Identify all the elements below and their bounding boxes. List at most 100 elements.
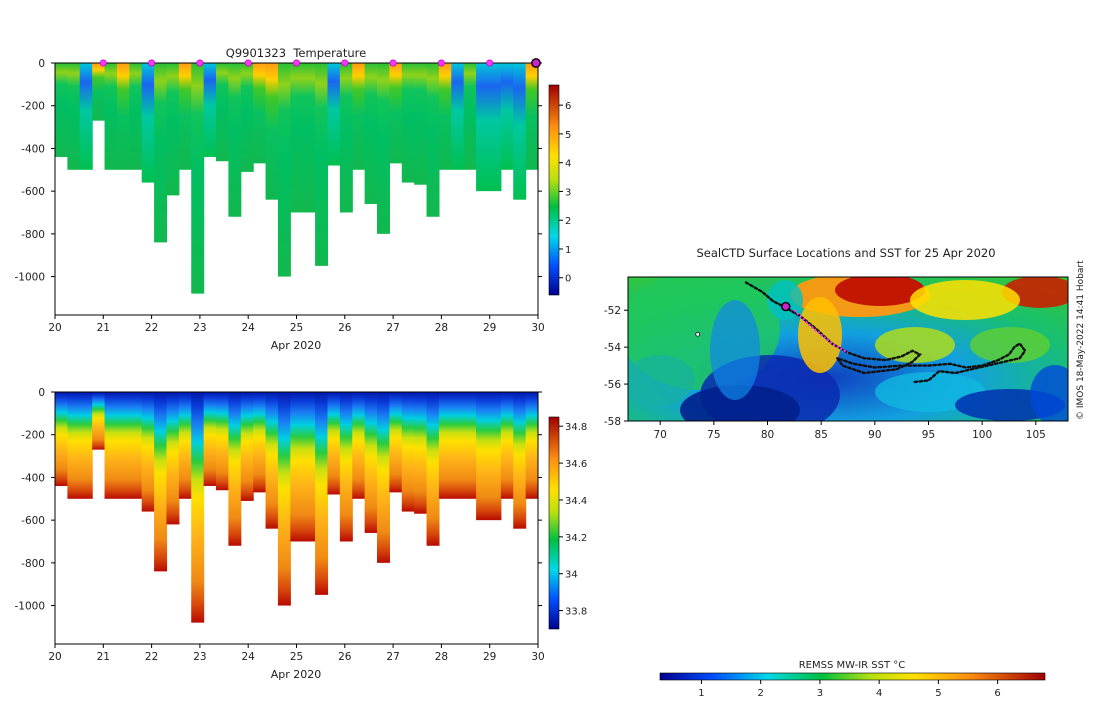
x-tick-label: 25 <box>290 651 303 663</box>
temperature-colorbar-ticks: 0 1 2 3 4 5 6 <box>559 101 571 285</box>
profile-column <box>401 63 415 183</box>
colorbar-tick-label: 34.8 <box>565 422 587 433</box>
lon-tick-label: 75 <box>707 429 720 441</box>
surface-marker <box>196 59 204 67</box>
salinity-y-axis: 0 -200 -400 -600 -800 -1000 <box>14 387 542 613</box>
profile-column <box>476 63 490 192</box>
x-tick-label: 23 <box>193 651 206 663</box>
profile-column <box>55 392 68 486</box>
profile-column <box>104 63 118 170</box>
profile-column <box>240 63 254 172</box>
profile-column <box>166 63 180 196</box>
current-position-marker <box>781 301 791 312</box>
latest-profile-marker <box>531 58 541 68</box>
profile-column <box>191 392 205 623</box>
colorbar-tick-label: 0 <box>565 274 571 285</box>
profile-column <box>525 392 538 499</box>
salinity-x-label: Apr 2020 <box>271 668 322 681</box>
profile-column <box>290 392 304 542</box>
profile-column <box>67 63 81 170</box>
lon-tick-label: 80 <box>761 429 774 441</box>
y-tick-label: -200 <box>21 101 45 113</box>
profile-column <box>377 392 390 563</box>
temperature-x-axis: 20 21 22 23 24 25 26 27 28 29 30 <box>48 315 545 334</box>
lat-tick-label: -56 <box>604 379 621 391</box>
surface-marker <box>292 59 300 67</box>
profile-column <box>253 392 267 493</box>
profile-column <box>228 392 242 546</box>
sst-colorbar-tick-label: 1 <box>698 688 704 699</box>
profile-column <box>141 63 155 183</box>
surface-marker <box>341 59 349 67</box>
profile-column <box>154 63 168 243</box>
x-tick-label: 29 <box>483 651 496 663</box>
profile-column <box>352 63 366 170</box>
y-tick-label: -400 <box>21 143 45 155</box>
profile-column <box>426 392 440 546</box>
colorbar-tick-label: 33.8 <box>565 607 587 618</box>
y-tick-label: -800 <box>21 229 45 241</box>
y-tick-label: -600 <box>21 515 45 527</box>
colorbar-tick-label: 1 <box>565 245 571 256</box>
profile-column <box>315 63 329 266</box>
x-tick-label: 21 <box>97 322 110 334</box>
y-tick-label: 0 <box>38 387 45 399</box>
profile-column <box>500 392 514 499</box>
surface-marker <box>148 59 156 67</box>
colorbar-tick-label: 34.4 <box>565 496 587 507</box>
surface-markers <box>99 58 541 68</box>
sst-colorbar-tick-label: 3 <box>817 688 823 699</box>
profile-column <box>92 63 106 121</box>
x-tick-label: 25 <box>290 322 303 334</box>
x-tick-label: 27 <box>386 322 399 334</box>
profile-column <box>277 392 291 606</box>
y-tick-label: -800 <box>21 558 45 570</box>
temperature-x-label: Apr 2020 <box>271 339 322 352</box>
x-tick-label: 21 <box>97 651 110 663</box>
surface-marker <box>244 59 252 67</box>
profile-column <box>315 392 329 595</box>
map-axes-frame <box>627 276 1069 422</box>
profile-column <box>438 63 452 170</box>
x-tick-label: 26 <box>338 651 352 663</box>
profile-column <box>414 392 428 514</box>
profile-column <box>55 63 68 157</box>
x-tick-label: 27 <box>386 651 399 663</box>
x-tick-label: 20 <box>48 322 61 334</box>
profile-column <box>451 392 465 499</box>
temperature-y-axis: 0 -200 -400 -600 -800 -1000 <box>14 58 542 284</box>
salinity-colorbar-ticks: 33.8 34 34.2 34.4 34.6 34.8 <box>559 422 587 618</box>
profile-column <box>178 392 192 499</box>
surface-marker <box>486 59 494 67</box>
lon-tick-label: 70 <box>654 429 667 441</box>
profile-column <box>129 63 143 170</box>
colorbar-tick-label: 4 <box>565 159 571 170</box>
profile-column <box>203 63 217 157</box>
sst-colorbar-tick-label: 4 <box>876 688 882 699</box>
lon-tick-label: 95 <box>922 429 935 441</box>
profile-column <box>451 63 465 170</box>
profile-column <box>389 63 403 164</box>
profile-column <box>426 63 440 217</box>
x-tick-label: 23 <box>193 322 206 334</box>
surface-marker <box>437 59 445 67</box>
sst-colorbar-tick-label: 6 <box>994 688 1000 699</box>
salinity-colorbar <box>548 416 560 630</box>
profile-column <box>414 63 428 185</box>
profile-column <box>488 392 502 521</box>
sst-colorbar-tick-label: 2 <box>758 688 764 699</box>
profile-column <box>265 392 279 529</box>
map-latitude-axis: -52 -54 -56 -58 <box>604 305 628 428</box>
profile-column <box>216 63 229 162</box>
sst-map-panel: SealCTD Surface Locations and SST for 25… <box>604 246 1086 699</box>
profile-column <box>67 392 81 499</box>
x-tick-label: 30 <box>531 651 544 663</box>
colorbar-tick-label: 6 <box>565 101 571 112</box>
profile-column <box>79 63 93 170</box>
profile-column <box>228 63 242 217</box>
profile-column <box>116 392 130 499</box>
colorbar-tick-label: 2 <box>565 216 571 227</box>
profile-column <box>463 392 477 499</box>
surface-marker <box>389 59 397 67</box>
lon-tick-label: 100 <box>972 429 992 441</box>
